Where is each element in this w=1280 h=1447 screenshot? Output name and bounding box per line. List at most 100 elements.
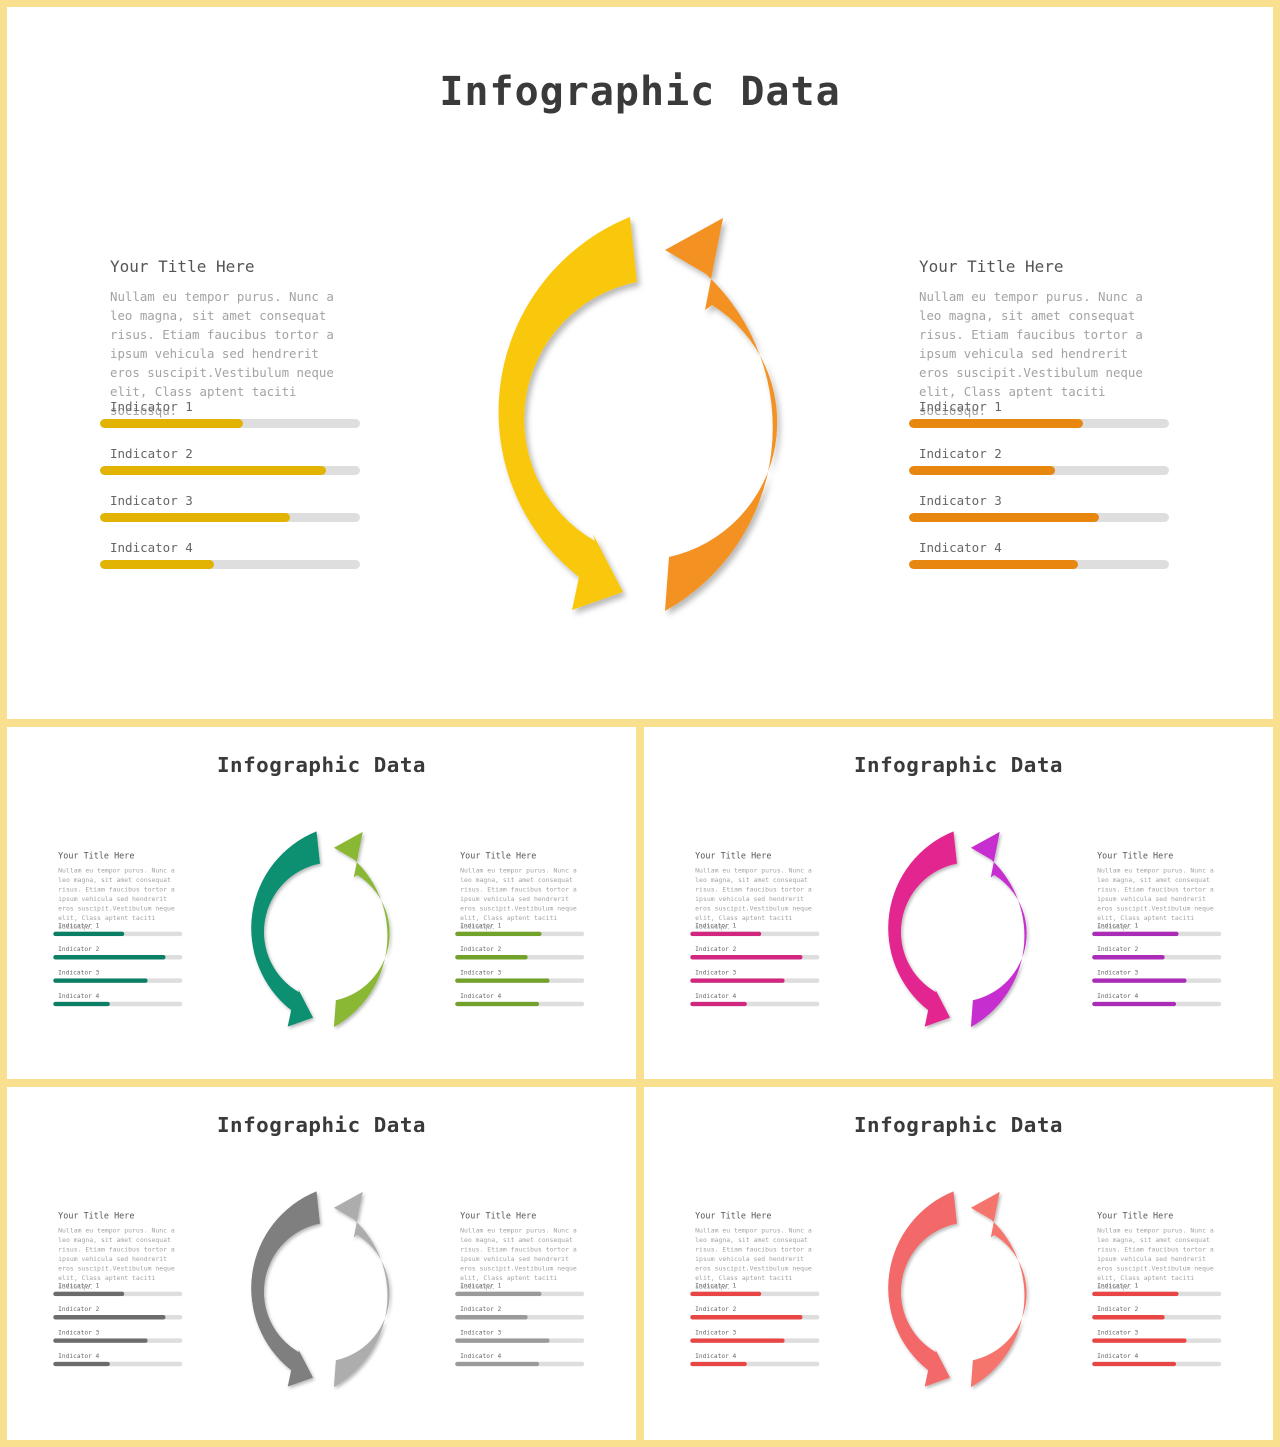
indicator-row: Indicator 2 bbox=[53, 1305, 187, 1328]
panel-heading: Your Title Here bbox=[919, 257, 1064, 276]
indicator-progress-fill bbox=[1092, 931, 1179, 937]
indicator-progress-track bbox=[909, 560, 1169, 569]
slide-content: Infographic Data Your Title Here Nullam … bbox=[644, 727, 1273, 1079]
right-cycle-arrow bbox=[970, 1191, 1027, 1388]
indicator-progress-fill bbox=[53, 1338, 148, 1343]
indicator-progress-track bbox=[100, 513, 360, 522]
indicator-progress-fill bbox=[909, 419, 1084, 428]
indicator-row: Indicator 2 bbox=[455, 945, 589, 968]
left-info-panel: Your Title Here Nullam eu tempor purus. … bbox=[53, 851, 187, 1015]
cycle-arrows-diagram: Your Title Your Title bbox=[234, 1191, 420, 1388]
slide-title: Infographic Data bbox=[216, 752, 426, 778]
indicator-progress-fill bbox=[1092, 1338, 1187, 1343]
indicator-progress-track bbox=[53, 1315, 183, 1320]
indicator-progress-fill bbox=[455, 955, 528, 960]
indicator-row: Indicator 3 bbox=[53, 968, 187, 991]
indicator-row: Indicator 2 bbox=[1092, 1305, 1226, 1328]
indicator-progress-fill bbox=[690, 1361, 748, 1367]
left-info-panel: Your Title Here Nullam eu tempor purus. … bbox=[690, 1211, 824, 1375]
panel-heading: Your Title Here bbox=[460, 1211, 537, 1222]
indicator-row: Indicator 4 bbox=[53, 1352, 187, 1375]
indicator-label: Indicator 4 bbox=[58, 991, 100, 1000]
indicator-row: Indicator 2 bbox=[909, 446, 1179, 493]
indicator-row: Indicator 1 bbox=[53, 1282, 187, 1305]
slide-content: Infographic Data Your Title Here Nullam … bbox=[7, 1087, 636, 1440]
indicator-progress-track bbox=[690, 955, 820, 960]
indicator-progress-track bbox=[690, 1361, 820, 1367]
indicator-progress-track bbox=[690, 1315, 820, 1320]
indicator-progress-track bbox=[1092, 1001, 1222, 1007]
indicator-row: Indicator 4 bbox=[53, 992, 187, 1015]
indicator-progress-track bbox=[690, 931, 820, 937]
right-arrow-label: Your Title bbox=[398, 892, 420, 966]
slide-thumbnail-coral[interactable]: Infographic Data Your Title Here Nullam … bbox=[644, 1087, 1273, 1440]
right-cycle-arrow bbox=[333, 831, 390, 1028]
indicator-progress-fill bbox=[100, 560, 215, 569]
indicator-label: Indicator 3 bbox=[919, 493, 1002, 508]
panel-body-text: Nullam eu tempor purus. Nunc a leo magna… bbox=[110, 289, 334, 418]
indicator-progress-fill bbox=[909, 513, 1099, 522]
indicator-progress-track bbox=[690, 1001, 820, 1007]
indicator-label: Indicator 3 bbox=[58, 1328, 100, 1336]
panel-body-text: Nullam eu tempor purus. Nunc a leo magna… bbox=[460, 867, 577, 932]
indicator-row: Indicator 1 bbox=[455, 922, 589, 945]
slide-thumbnail-green[interactable]: Infographic Data Your Title Here Nullam … bbox=[7, 727, 636, 1079]
slide-title: Infographic Data bbox=[216, 1112, 426, 1138]
right-cycle-arrow bbox=[665, 218, 778, 611]
cycle-arrows-diagram: Your Title Your Title bbox=[871, 831, 1056, 1028]
indicator-progress-fill bbox=[909, 466, 1055, 475]
left-cycle-arrow bbox=[888, 1191, 957, 1387]
slide-title: Infographic Data bbox=[853, 1112, 1063, 1138]
indicator-row: Indicator 1 bbox=[1092, 922, 1226, 945]
indicator-progress-fill bbox=[53, 1291, 125, 1297]
indicator-progress-fill bbox=[690, 1315, 803, 1320]
right-arrow-label: Your Title bbox=[794, 338, 841, 490]
indicator-progress-track bbox=[690, 978, 820, 983]
indicator-row: Indicator 4 bbox=[100, 540, 370, 587]
indicator-progress-track bbox=[455, 1361, 585, 1367]
cycle-arrows-diagram: Your Title Your Title bbox=[871, 1191, 1056, 1388]
indicator-row: Indicator 4 bbox=[455, 992, 589, 1015]
indicator-label: Indicator 1 bbox=[695, 1281, 737, 1290]
indicator-label: Indicator 1 bbox=[58, 1281, 100, 1290]
panel-body-text: Nullam eu tempor purus. Nunc a leo magna… bbox=[1097, 1227, 1214, 1292]
slide-content: Infographic Data Your Title Here Nullam … bbox=[7, 727, 636, 1079]
indicator-row: Indicator 2 bbox=[690, 1305, 824, 1328]
left-info-panel: Your Title Here Nullam eu tempor purus. … bbox=[690, 851, 824, 1015]
indicator-progress-fill bbox=[53, 1361, 111, 1367]
indicator-row: Indicator 3 bbox=[53, 1328, 187, 1351]
slide-thumbnail-gray[interactable]: Infographic Data Your Title Here Nullam … bbox=[7, 1087, 636, 1440]
indicator-progress-track bbox=[455, 1338, 585, 1343]
indicator-label: Indicator 2 bbox=[460, 945, 502, 953]
indicator-progress-fill bbox=[100, 419, 243, 428]
indicator-label: Indicator 2 bbox=[58, 945, 100, 953]
indicator-row: Indicator 1 bbox=[909, 399, 1179, 446]
indicator-progress-fill bbox=[53, 1315, 166, 1320]
indicator-progress-fill bbox=[1092, 1361, 1177, 1367]
indicator-progress-fill bbox=[1092, 1291, 1179, 1297]
right-arrow-label: Your Title bbox=[398, 1252, 420, 1326]
panel-heading: Your Title Here bbox=[695, 1211, 772, 1222]
indicator-row: Indicator 4 bbox=[1092, 992, 1226, 1015]
indicator-row: Indicator 3 bbox=[100, 493, 370, 540]
indicator-progress-track bbox=[53, 1001, 183, 1007]
indicator-progress-fill bbox=[690, 1338, 785, 1343]
indicator-row: Indicator 3 bbox=[1092, 1328, 1226, 1351]
indicator-label: Indicator 2 bbox=[695, 1305, 737, 1313]
indicator-label: Indicator 4 bbox=[460, 1351, 502, 1360]
indicator-label: Indicator 3 bbox=[695, 968, 737, 976]
slide-thumbnail-magenta[interactable]: Infographic Data Your Title Here Nullam … bbox=[644, 727, 1273, 1079]
indicator-progress-track bbox=[53, 1338, 183, 1343]
indicator-progress-fill bbox=[690, 955, 803, 960]
right-cycle-arrow bbox=[333, 1191, 390, 1388]
right-info-panel: Your Title Here Nullam eu tempor purus. … bbox=[455, 851, 589, 1015]
indicator-row: Indicator 4 bbox=[690, 992, 824, 1015]
indicator-row: Indicator 1 bbox=[690, 922, 824, 945]
panel-body-text: Nullam eu tempor purus. Nunc a leo magna… bbox=[919, 289, 1143, 418]
indicator-label: Indicator 2 bbox=[1097, 1305, 1139, 1313]
indicator-progress-fill bbox=[53, 955, 166, 960]
indicator-progress-fill bbox=[1092, 955, 1165, 960]
indicator-label: Indicator 4 bbox=[110, 540, 193, 555]
indicator-label: Indicator 2 bbox=[919, 446, 1002, 461]
panel-body-text: Nullam eu tempor purus. Nunc a leo magna… bbox=[695, 867, 812, 932]
